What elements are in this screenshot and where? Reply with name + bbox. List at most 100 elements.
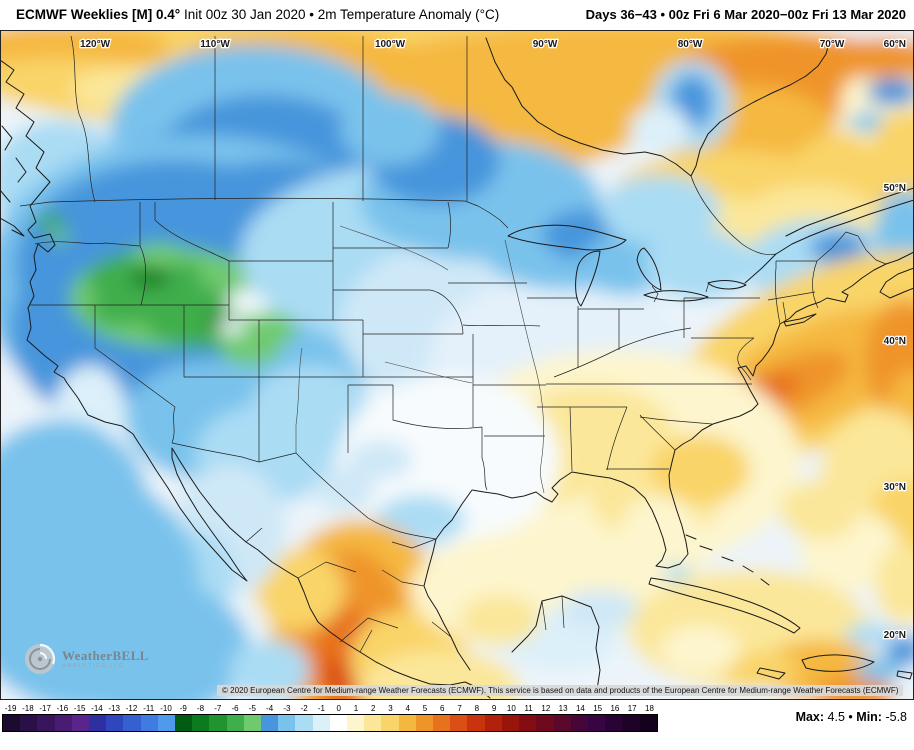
colorbar-cell	[209, 715, 227, 731]
colorbar-value: 3	[388, 704, 393, 713]
colorbar-value: -17	[39, 704, 51, 713]
colorbar-value: 6	[440, 704, 445, 713]
colorbar-cell	[37, 715, 55, 731]
colorbar-value: 13	[558, 704, 568, 713]
copyright-notice: © 2020 European Centre for Medium-range …	[217, 685, 904, 696]
colorbar-value: -13	[108, 704, 120, 713]
colorbar-cell	[622, 715, 640, 731]
colorbar-cell	[347, 715, 365, 731]
colorbar-value: 11	[524, 704, 533, 713]
lat-label-60n: 60°N	[884, 39, 906, 50]
logo-wordmark: WeatherBELL	[62, 647, 149, 663]
lon-label-100w: 100°W	[375, 39, 406, 50]
colorbar-value: 0	[336, 704, 341, 713]
coastline-layer	[0, 37, 914, 699]
logo-subtext: Analytics LLC	[62, 662, 125, 669]
colorbar-value: -6	[231, 704, 239, 713]
colorbar-value: -9	[179, 704, 187, 713]
colorbar-cell	[295, 715, 313, 731]
colorbar-cell	[278, 715, 296, 731]
colorbar-cell	[261, 715, 279, 731]
weatherbell-swirl-icon	[25, 643, 55, 674]
colorbar-cell	[123, 715, 141, 731]
colorbar-value: 2	[370, 704, 376, 713]
min-value: -5.8	[885, 710, 907, 724]
colorbar-value: 7	[457, 704, 462, 713]
colorbar-cell	[71, 715, 90, 731]
colorbar-cells	[2, 714, 658, 732]
colorbar-cell	[519, 715, 537, 731]
colorbar-value: -2	[300, 704, 308, 713]
colorbar-value: -4	[266, 704, 274, 713]
colorbar-cell	[54, 715, 72, 731]
colorbar-value: 10	[506, 704, 516, 713]
extrema-readout: Max: 4.5 • Min: -5.8	[796, 710, 907, 724]
colorbar-value: -10	[160, 704, 172, 713]
colorbar-cell	[587, 715, 606, 731]
lat-label-40n: 40°N	[884, 336, 906, 347]
lat-label-30n: 30°N	[884, 482, 906, 493]
lat-label-20n: 20°N	[884, 630, 906, 641]
colorbar-value: 1	[353, 704, 359, 713]
colorbar-cell	[226, 715, 244, 731]
colorbar-cell	[467, 715, 485, 731]
colorbar-value: -16	[56, 704, 69, 713]
colorbar-value: 5	[422, 704, 428, 713]
colorbar-cell	[605, 715, 623, 731]
rivers-layer	[295, 225, 545, 494]
colorbar-cell	[106, 715, 124, 731]
colorbar-value: 8	[474, 704, 480, 713]
colorbar-value: 18	[645, 704, 654, 713]
min-label: Min:	[856, 710, 882, 724]
colorbar-cell	[3, 715, 21, 731]
colorbar-cell	[192, 715, 210, 731]
colorbar-value: -1	[317, 704, 325, 713]
colorbar-cell	[381, 715, 399, 731]
lon-label-110w: 110°W	[200, 39, 230, 50]
colorbar-cell	[364, 715, 382, 731]
colorbar-cell	[570, 715, 588, 731]
colorbar-cell	[175, 715, 193, 731]
graticule-labels: 120°W 110°W 100°W 90°W 80°W 70°W 60°N 50…	[79, 38, 908, 643]
colorbar-labels: -19 -18 -17 -16 -15 -14 -13 -12 -11 -10 -9 -8 -7 -6 -5…	[2, 703, 658, 714]
valid-range: Days 36−43 • 00z Fri 6 Mar 2020−00z Fri …	[585, 7, 906, 22]
colorbar-value: -14	[91, 704, 103, 713]
colorbar-cell	[484, 715, 502, 731]
colorbar-cell	[157, 715, 176, 731]
lon-label-90w: 90°W	[533, 39, 558, 50]
colorbar-value: -3	[283, 704, 291, 713]
colorbar-cell	[20, 715, 38, 731]
weatherbell-logo: WeatherBELL Analytics LLC	[22, 641, 149, 677]
colorbar-value: 15	[593, 704, 603, 713]
lon-label-120w: 120°W	[80, 39, 111, 50]
bottom-bar: -19 -18 -17 -16 -15 -14 -13 -12 -11 -10 -9 -8 -7 -6 -5…	[0, 700, 914, 750]
colorbar-value: 12	[541, 704, 551, 713]
colorbar-cell	[329, 715, 348, 731]
colorbar-cell	[450, 715, 468, 731]
max-label: Max:	[795, 710, 825, 724]
max-value: 4.5	[827, 710, 845, 724]
header: ECMWF Weeklies [M] 0.4° Init 00z 30 Jan …	[0, 0, 914, 30]
colorbar-value: -19	[4, 704, 17, 713]
map-title: ECMWF Weeklies [M] 0.4° Init 00z 30 Jan …	[16, 0, 499, 30]
init-and-variable: Init 00z 30 Jan 2020 • 2m Temperature An…	[180, 7, 500, 22]
lon-label-80w: 80°W	[678, 39, 703, 50]
colorbar-cell	[433, 715, 451, 731]
lon-label-70w: 70°W	[820, 39, 845, 50]
colorbar: -19 -18 -17 -16 -15 -14 -13 -12 -11 -10 -9 -8 -7 -6 -5…	[2, 703, 658, 732]
colorbar-value: -11	[143, 704, 155, 713]
borders-layer	[19, 35, 887, 653]
model-name: ECMWF Weeklies [M] 0.4°	[16, 7, 181, 22]
separator-dot: •	[848, 710, 853, 724]
colorbar-value: -15	[73, 704, 86, 713]
colorbar-value: 9	[491, 704, 497, 713]
lat-label-50n: 50°N	[884, 183, 906, 194]
colorbar-cell	[243, 715, 262, 731]
colorbar-value: -5	[248, 704, 256, 713]
colorbar-cell	[501, 715, 520, 731]
colorbar-cell	[89, 715, 107, 731]
colorbar-value: -12	[125, 704, 138, 713]
